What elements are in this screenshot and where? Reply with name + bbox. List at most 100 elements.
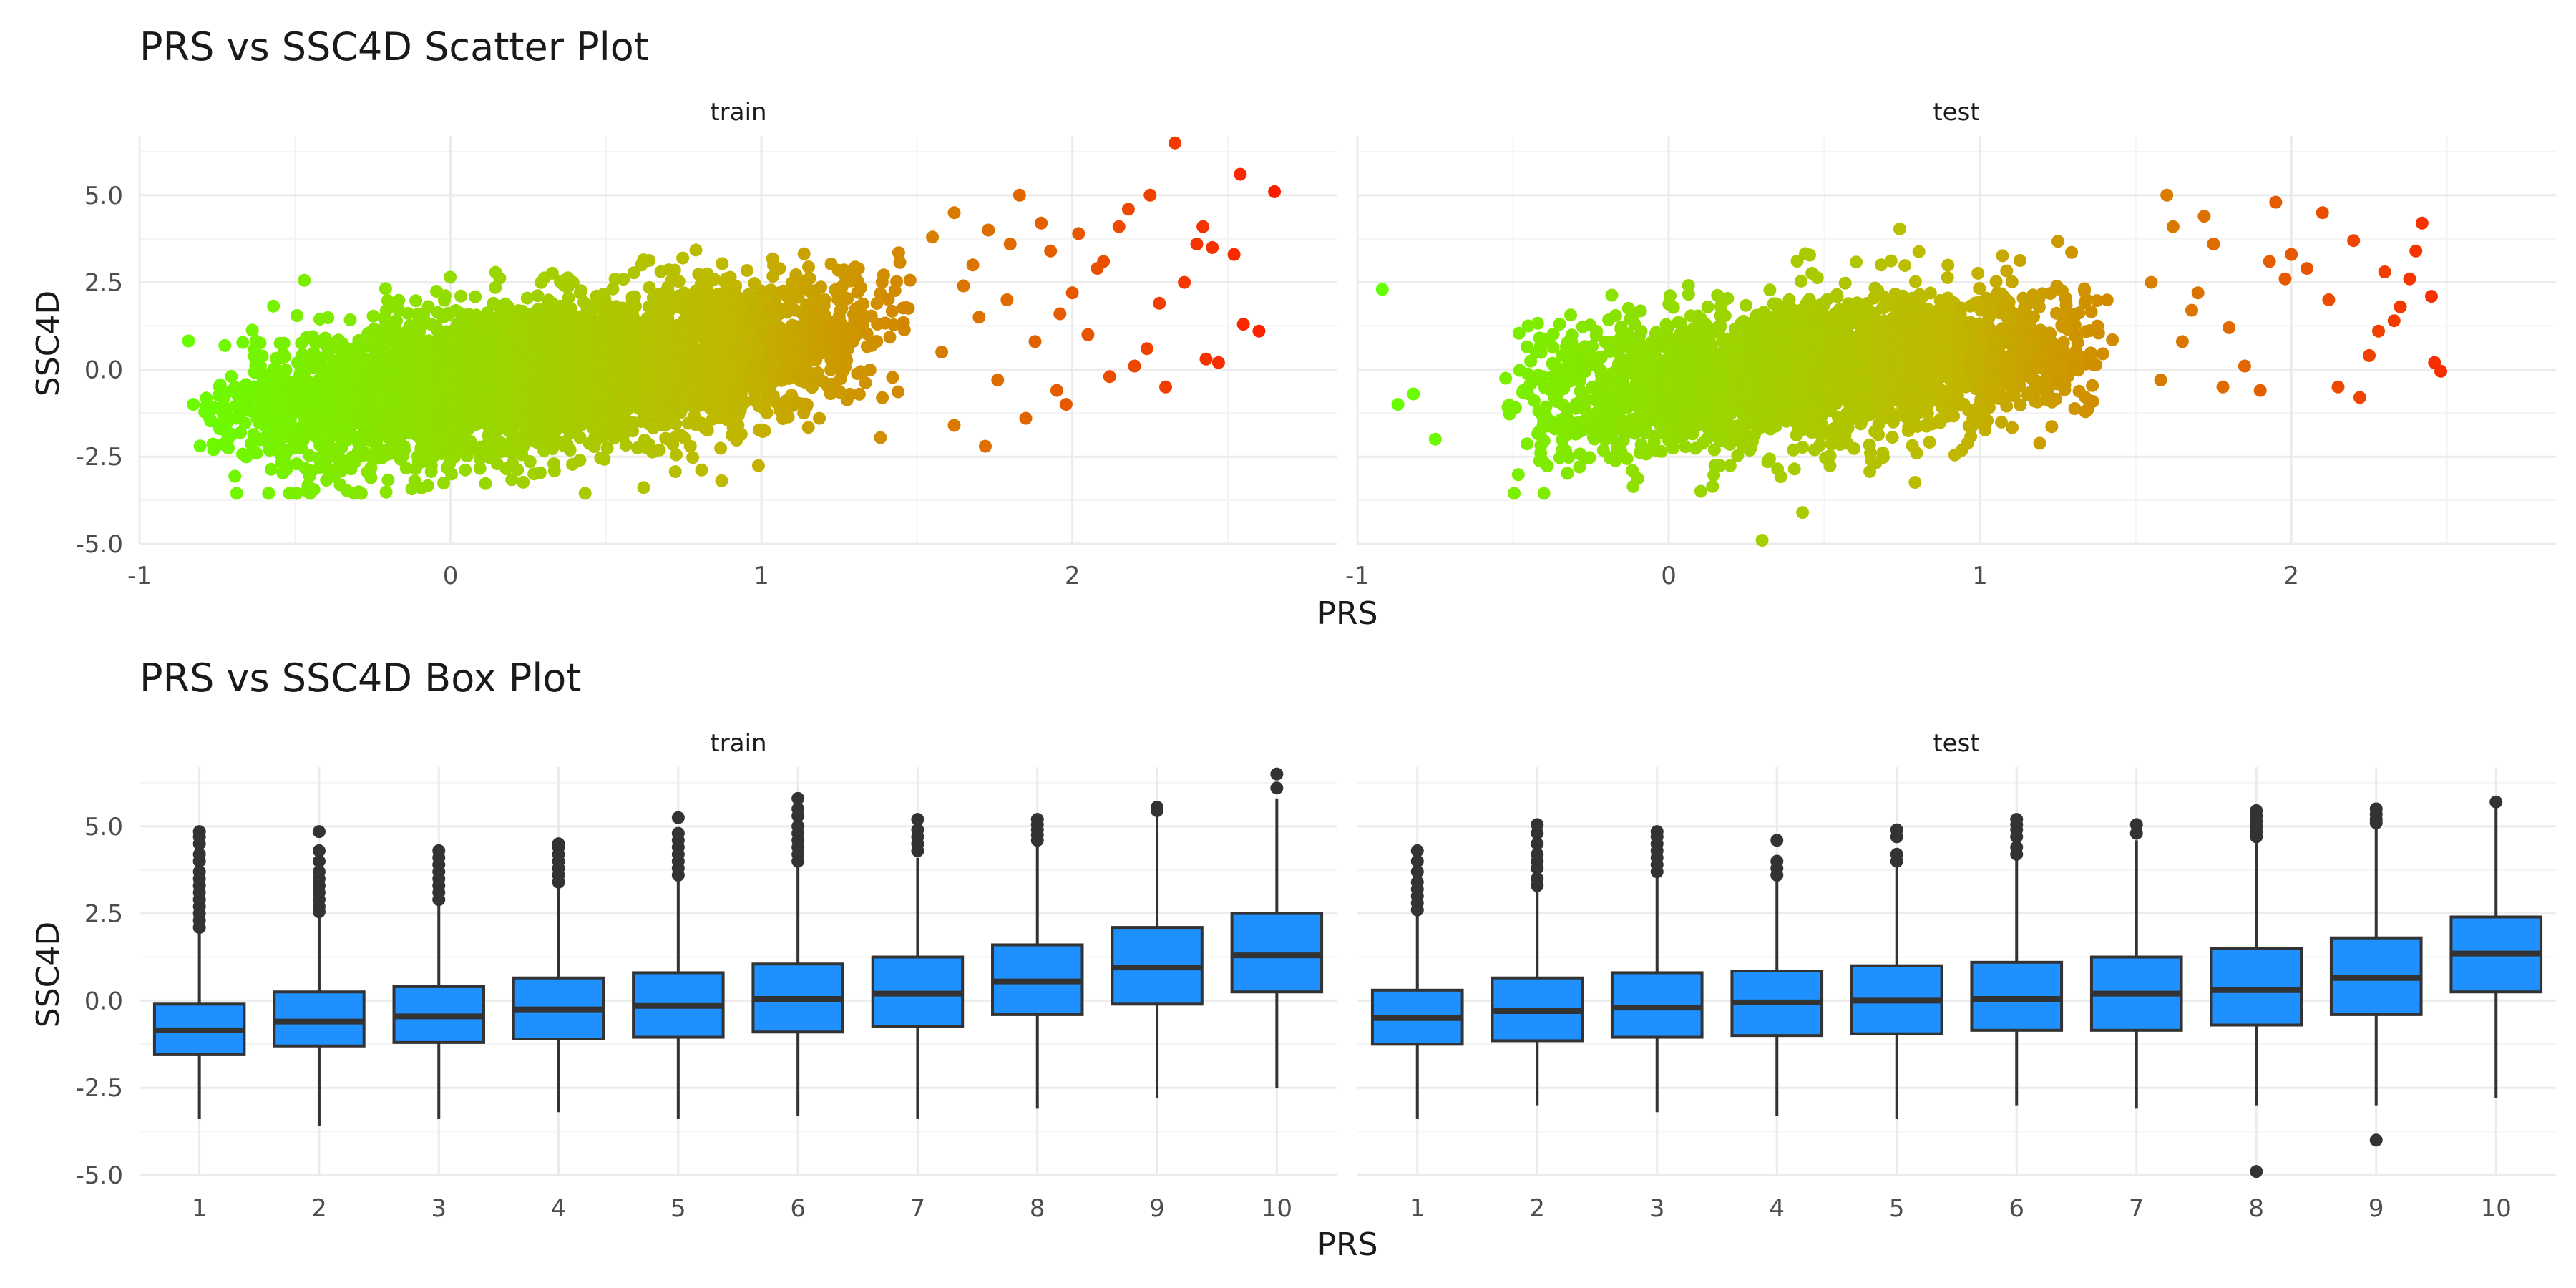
scatter-point xyxy=(674,318,688,332)
scatter-point xyxy=(748,393,761,406)
scatter-point xyxy=(435,369,449,382)
scatter-point xyxy=(547,464,561,478)
scatter-point xyxy=(313,412,326,426)
scatter-train-x-ticks: -1 0 1 2 xyxy=(127,562,1080,590)
scatter-point xyxy=(459,463,472,477)
scatter-point xyxy=(467,383,479,396)
scatter-point xyxy=(437,476,451,489)
scatter-point xyxy=(506,408,519,421)
scatter-point xyxy=(482,417,495,430)
scatter-point xyxy=(1059,398,1073,411)
scatter-point xyxy=(218,338,232,352)
scatter-point xyxy=(566,275,580,289)
scatter-point xyxy=(445,336,459,350)
scatter-point xyxy=(620,379,633,392)
scatter-point xyxy=(831,287,844,300)
scatter-point xyxy=(225,370,238,383)
scatter-point xyxy=(564,356,577,370)
scatter-point xyxy=(972,311,986,324)
scatter-point xyxy=(892,246,905,260)
scatter-point xyxy=(834,317,847,330)
scatter-point xyxy=(797,247,811,260)
scatter-point xyxy=(517,390,530,404)
scatter-point xyxy=(874,431,887,444)
scatter-point xyxy=(369,351,383,365)
scatter-point xyxy=(293,369,306,382)
scatter-point xyxy=(477,399,491,413)
scatter-point xyxy=(661,324,675,338)
scatter-point xyxy=(2006,421,2019,434)
scatter-point xyxy=(454,289,467,303)
scatter-point xyxy=(608,273,622,286)
scatter-point xyxy=(1003,238,1017,250)
scatter-point xyxy=(779,402,792,416)
scatter-point xyxy=(284,419,298,433)
scatter-point xyxy=(415,455,429,469)
scatter-point xyxy=(751,459,765,472)
scatter-point xyxy=(824,379,837,393)
scatter-point xyxy=(800,398,814,411)
scatter-point xyxy=(555,318,568,331)
scatter-point xyxy=(405,482,419,496)
scatter-point xyxy=(532,306,545,319)
scatter-point xyxy=(351,399,364,412)
scatter-point xyxy=(376,379,389,392)
scatter-point xyxy=(382,431,395,444)
scatter-point xyxy=(444,401,458,414)
scatter-point xyxy=(947,206,961,220)
scatter-point xyxy=(491,313,504,327)
scatter-point xyxy=(1707,468,1721,482)
scatter-point xyxy=(499,297,512,311)
scatter-point xyxy=(513,305,527,318)
scatter-point xyxy=(322,397,336,411)
scatter-point xyxy=(754,366,768,380)
scatter-point xyxy=(672,275,686,288)
scatter-point xyxy=(437,310,451,323)
scatter-point xyxy=(573,286,587,299)
scatter-point xyxy=(441,444,454,457)
scatter-point xyxy=(1268,185,1282,198)
scatter-point xyxy=(273,336,287,350)
scatter-point xyxy=(720,389,733,402)
scatter-point xyxy=(541,418,555,431)
scatter-point xyxy=(766,252,779,265)
scatter-point xyxy=(255,349,269,363)
scatter-x-tick-label: 2 xyxy=(1065,562,1080,590)
scatter-point xyxy=(397,385,411,399)
scatter-point xyxy=(416,379,430,392)
scatter-point xyxy=(366,432,379,446)
scatter-point xyxy=(487,296,500,310)
scatter-point xyxy=(366,309,380,323)
scatter-y-tick-label: -5.0 xyxy=(76,530,123,559)
scatter-point xyxy=(316,334,329,348)
scatter-point xyxy=(567,401,580,415)
scatter-point xyxy=(606,282,620,296)
scatter-point xyxy=(308,401,322,414)
scatter-point xyxy=(1053,307,1067,321)
scatter-point xyxy=(532,389,546,402)
scatter-point xyxy=(525,349,539,363)
scatter-y-axis-label: SSC4D xyxy=(30,291,67,396)
scatter-point xyxy=(1178,275,1191,289)
scatter-point xyxy=(661,432,675,446)
scatter-point xyxy=(836,364,850,377)
scatter-point xyxy=(660,301,674,314)
scatter-panel-test-label: test xyxy=(1933,98,1979,127)
scatter-point xyxy=(578,414,592,427)
scatter-point xyxy=(2090,294,2104,308)
scatter-point xyxy=(520,291,534,305)
scatter-point xyxy=(723,294,736,308)
scatter-point xyxy=(760,388,774,401)
scatter-train-points xyxy=(182,136,1282,500)
scatter-point xyxy=(686,451,700,464)
scatter-point xyxy=(622,416,635,429)
scatter-point xyxy=(935,346,949,359)
scatter-point xyxy=(687,388,701,401)
scatter-point xyxy=(734,303,748,316)
scatter-point xyxy=(1196,220,1210,233)
scatter-point xyxy=(849,260,862,274)
scatter-point xyxy=(1169,136,1181,150)
scatter-point xyxy=(663,356,676,369)
scatter-point xyxy=(392,303,406,317)
scatter-point xyxy=(716,257,729,270)
